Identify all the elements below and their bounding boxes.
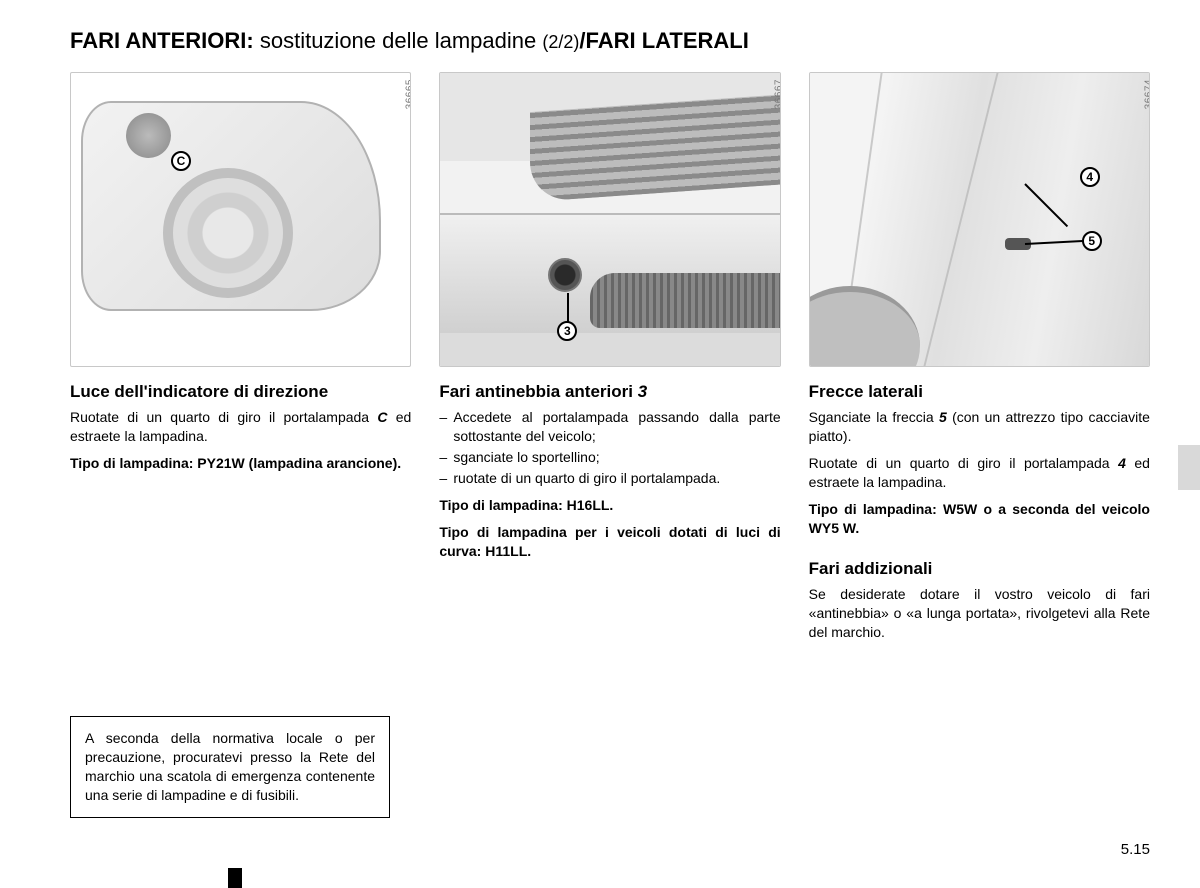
col2-p2: Tipo di lampadina per i veicoli dotati d… <box>439 523 780 561</box>
callout-c: C <box>171 151 191 171</box>
col3-p3: Tipo di lampadina: W5W o a seconda del v… <box>809 500 1150 538</box>
title-part3: (2/2) <box>542 32 579 52</box>
col3-p4: Se desiderate dotare il vostro veicolo d… <box>809 585 1150 642</box>
col1-p1: Ruotate di un quarto di giro il portalam… <box>70 408 411 446</box>
figure-1: 36665 C <box>70 72 411 367</box>
column-3: 36674 4 5 Frecce laterali Sganciate la f… <box>809 72 1150 650</box>
title-part1: FARI ANTERIORI: <box>70 28 254 53</box>
title-part4: /FARI LATERALI <box>579 28 748 53</box>
col2-li2: sganciate lo sportellino; <box>453 448 780 467</box>
figure-3: 36674 4 5 <box>809 72 1150 367</box>
col3-p2: Ruotate di un quarto di giro il portalam… <box>809 454 1150 492</box>
bottom-mark <box>228 868 242 888</box>
column-1: 36665 C Luce dell'indicatore di direzion… <box>70 72 411 650</box>
title-part2: sostituzione delle lampadine <box>254 28 543 53</box>
callout-5: 5 <box>1082 231 1102 251</box>
note-box: A seconda della normativa locale o per p… <box>70 716 390 818</box>
figure-2: 36667 3 <box>439 72 780 367</box>
side-tab <box>1178 445 1200 490</box>
figure-1-code: 36665 <box>404 79 411 109</box>
col1-p2: Tipo di lampadina: PY21W (lampadina aran… <box>70 454 411 473</box>
col2-list: Accedete al portalampada passando dalla … <box>439 408 780 488</box>
callout-4: 4 <box>1080 167 1100 187</box>
col3-p1: Sganciate la freccia 5 (con un attrezzo … <box>809 408 1150 446</box>
col3-heading1: Frecce laterali <box>809 381 1150 402</box>
col1-heading: Luce dell'indicatore di direzione <box>70 381 411 402</box>
col2-heading: Fari antinebbia anteriori 3 <box>439 381 780 402</box>
col3-heading2: Fari addizionali <box>809 558 1150 579</box>
figure-3-code: 36674 <box>1143 79 1150 109</box>
page-title: FARI ANTERIORI: sostituzione delle lampa… <box>70 28 1150 54</box>
column-2: 36667 3 Fari antinebbia anteriori 3 Acce… <box>439 72 780 650</box>
col2-li3: ruotate di un quarto di giro il portalam… <box>453 469 780 488</box>
page-number: 5.15 <box>1121 841 1150 858</box>
figure-2-code: 36667 <box>774 79 781 109</box>
col2-p1: Tipo di lampadina: H16LL. <box>439 496 780 515</box>
col2-li1: Accedete al portalampada passando dalla … <box>453 408 780 446</box>
